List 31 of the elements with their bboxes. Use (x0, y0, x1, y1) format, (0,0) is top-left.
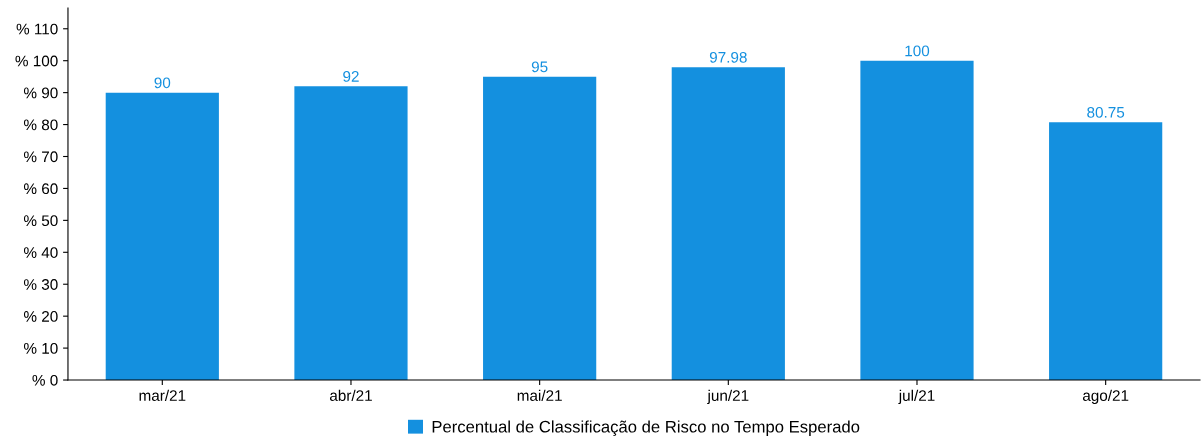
y-tick-label: % 10 (23, 342, 58, 354)
data-label: 92 (343, 71, 359, 82)
bar (860, 60, 974, 381)
bar (671, 67, 785, 381)
x-tick-label: jun/21 (707, 389, 749, 404)
x-tick-label: mai/21 (517, 389, 562, 401)
legend-label: Percentual de Classificação de Risco no Tempo Esperado (432, 420, 860, 436)
x-tick-label: jul/21 (898, 389, 935, 404)
data-label: 97.98 (709, 51, 747, 63)
y-tick-label: % 80 (23, 119, 58, 131)
y-tick-label: % 0 (32, 374, 58, 386)
y-tick-label: % 70 (23, 151, 58, 163)
bar (105, 92, 219, 381)
y-tick-label: % 60 (23, 183, 58, 195)
data-label: 90 (154, 77, 171, 89)
bar (1049, 122, 1163, 381)
y-tick-label: % 110 (16, 23, 58, 35)
y-tick-label: % 40 (23, 247, 58, 258)
data-label: 100 (905, 45, 930, 57)
y-tick-label: % 100 (15, 55, 58, 67)
x-tick-label: mar/21 (139, 389, 186, 401)
y-tick-label: % 90 (23, 87, 58, 99)
data-label: 95 (531, 61, 548, 73)
y-tick-label: % 30 (23, 279, 58, 290)
y-tick-label: % 50 (23, 215, 58, 227)
bar (294, 86, 408, 381)
bar (483, 76, 597, 381)
x-tick-label: ago/21 (1082, 389, 1129, 404)
data-label: 80.75 (1087, 106, 1125, 118)
y-tick-label: % 20 (23, 311, 58, 322)
x-tick-label: abr/21 (329, 389, 372, 401)
